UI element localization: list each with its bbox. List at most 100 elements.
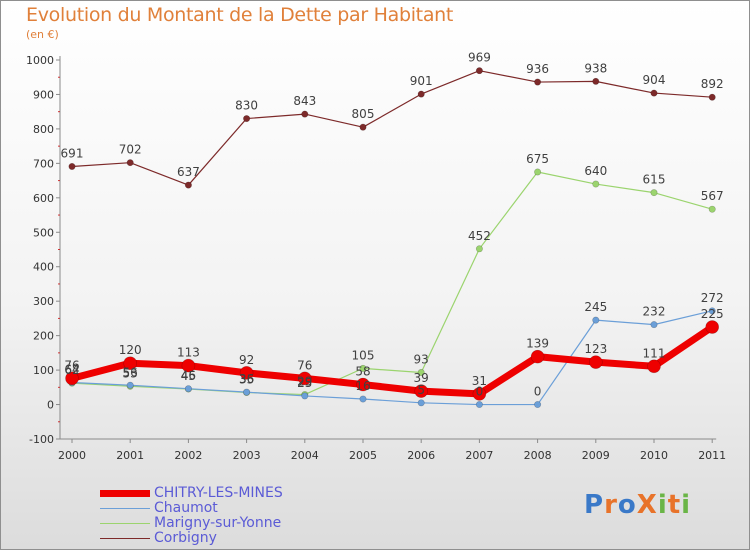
legend-label: Corbigny bbox=[154, 530, 217, 546]
y-tick-label: 1000 bbox=[26, 54, 54, 67]
data-point-chaumot bbox=[417, 399, 425, 407]
data-label-chaumot: 0 bbox=[476, 385, 484, 399]
data-point-marigny-sur-yonne bbox=[359, 364, 367, 372]
x-tick-label: 2007 bbox=[465, 449, 493, 462]
data-point-chaumot bbox=[301, 392, 309, 400]
data-point-chaumot bbox=[650, 321, 658, 329]
data-point-chitry-les-mines bbox=[705, 320, 720, 334]
data-point-chaumot bbox=[184, 385, 192, 393]
data-label-marigny-sur-yonne: 675 bbox=[526, 152, 549, 166]
data-label-chaumot: 5 bbox=[417, 383, 425, 397]
data-point-chaumot bbox=[359, 395, 367, 403]
data-label-marigny-sur-yonne: 105 bbox=[352, 348, 375, 362]
x-tick-label: 2003 bbox=[233, 449, 261, 462]
legend-label: Chaumot bbox=[154, 500, 218, 516]
y-tick-label: -100 bbox=[29, 433, 54, 446]
data-label-chaumot: 25 bbox=[297, 376, 312, 390]
legend-label: CHITRY-LES-MINES bbox=[154, 485, 283, 501]
logo-letter: o bbox=[617, 490, 637, 520]
chart-legend: CHITRY-LES-MINES Chaumot Marigny-sur-Yon… bbox=[100, 486, 283, 546]
y-tick-label: 700 bbox=[33, 157, 54, 170]
data-point-corbigny bbox=[243, 115, 251, 123]
data-label-chitry-les-mines: 39 bbox=[414, 371, 429, 385]
data-point-corbigny bbox=[650, 89, 658, 97]
legend-item-marigny: Marigny-sur-Yonne bbox=[100, 516, 283, 531]
legend-swatch bbox=[100, 490, 150, 497]
data-point-marigny-sur-yonne bbox=[708, 205, 716, 213]
y-tick-label: 900 bbox=[33, 88, 54, 101]
y-tick-label: 300 bbox=[33, 295, 54, 308]
data-label-marigny-sur-yonne: 35 bbox=[239, 372, 254, 386]
x-tick-label: 2009 bbox=[582, 449, 610, 462]
data-point-corbigny bbox=[534, 78, 542, 86]
y-tick-label: 0 bbox=[47, 399, 54, 412]
data-label-chitry-les-mines: 225 bbox=[701, 307, 724, 321]
data-label-marigny-sur-yonne: 62 bbox=[64, 363, 79, 377]
logo-letter: i bbox=[681, 490, 692, 520]
data-label-chaumot: 16 bbox=[355, 379, 370, 393]
logo-letter: X bbox=[636, 490, 658, 520]
data-label-chitry-les-mines: 92 bbox=[239, 353, 254, 367]
legend-item-chitry: CHITRY-LES-MINES bbox=[100, 486, 283, 501]
x-tick-label: 2004 bbox=[291, 449, 319, 462]
series-line-corbigny bbox=[71, 70, 713, 186]
data-point-chitry-les-mines bbox=[472, 387, 487, 401]
data-label-corbigny: 969 bbox=[468, 51, 491, 65]
data-point-chaumot bbox=[708, 307, 716, 315]
data-label-marigny-sur-yonne: 615 bbox=[643, 173, 666, 187]
logo-letter: r bbox=[604, 490, 618, 520]
series-line-chitry-les-mines bbox=[71, 324, 715, 398]
x-tick-label: 2010 bbox=[640, 449, 668, 462]
y-tick-label: 500 bbox=[33, 226, 54, 239]
data-point-chaumot bbox=[126, 381, 134, 389]
data-point-chitry-les-mines bbox=[647, 359, 661, 374]
data-label-marigny-sur-yonne: 29 bbox=[297, 375, 312, 389]
data-label-chitry-les-mines: 123 bbox=[584, 342, 607, 356]
data-point-marigny-sur-yonne bbox=[417, 369, 425, 377]
y-tick-label: 600 bbox=[33, 192, 54, 205]
data-label-chaumot: 64 bbox=[64, 362, 79, 376]
data-label-chaumot: 272 bbox=[701, 291, 724, 305]
legend-label: Marigny-sur-Yonne bbox=[154, 515, 282, 531]
data-label-corbigny: 892 bbox=[701, 77, 724, 91]
data-point-chaumot bbox=[475, 401, 483, 409]
data-label-marigny-sur-yonne: 640 bbox=[584, 164, 607, 178]
data-point-chitry-les-mines bbox=[588, 355, 603, 369]
data-point-marigny-sur-yonne bbox=[650, 189, 658, 197]
chart-series bbox=[65, 67, 720, 409]
data-point-chaumot bbox=[243, 388, 251, 396]
logo-letter: i bbox=[657, 490, 668, 520]
x-tick-label: 2001 bbox=[116, 449, 144, 462]
data-point-chitry-les-mines bbox=[530, 349, 545, 364]
data-point-chitry-les-mines bbox=[356, 377, 370, 392]
proxiti-logo: ProXiti bbox=[584, 490, 691, 520]
data-label-chaumot: 0 bbox=[534, 385, 542, 399]
data-point-chitry-les-mines bbox=[181, 358, 196, 373]
data-point-corbigny bbox=[592, 77, 600, 85]
data-label-corbigny: 904 bbox=[643, 73, 666, 87]
data-label-corbigny: 830 bbox=[235, 99, 258, 113]
data-label-chitry-les-mines: 58 bbox=[355, 365, 370, 379]
chart-axes: -100010020030040050060070080090010002000… bbox=[26, 54, 726, 462]
legend-swatch bbox=[100, 507, 150, 510]
data-label-chaumot: 56 bbox=[123, 365, 138, 379]
data-label-corbigny: 843 bbox=[293, 94, 316, 108]
data-point-corbigny bbox=[184, 181, 192, 189]
data-point-chitry-les-mines bbox=[123, 356, 137, 371]
data-label-chitry-les-mines: 111 bbox=[643, 346, 666, 360]
data-label-chitry-les-mines: 120 bbox=[119, 343, 142, 357]
y-tick-label: 200 bbox=[33, 330, 54, 343]
series-line-chaumot bbox=[71, 310, 713, 406]
data-label-marigny-sur-yonne: 452 bbox=[468, 229, 491, 243]
data-label-chaumot: 245 bbox=[584, 300, 607, 314]
data-point-chitry-les-mines bbox=[65, 371, 79, 386]
data-label-chitry-les-mines: 139 bbox=[526, 337, 549, 351]
data-label-chaumot: 232 bbox=[643, 305, 666, 319]
data-point-chaumot bbox=[534, 401, 542, 409]
data-label-chitry-les-mines: 76 bbox=[297, 358, 312, 372]
data-label-corbigny: 936 bbox=[526, 62, 549, 76]
data-label-marigny-sur-yonne: 45 bbox=[181, 369, 196, 383]
data-label-chaumot: 36 bbox=[239, 372, 254, 386]
legend-item-chaumot: Chaumot bbox=[100, 501, 283, 516]
y-tick-label: 400 bbox=[33, 261, 54, 274]
